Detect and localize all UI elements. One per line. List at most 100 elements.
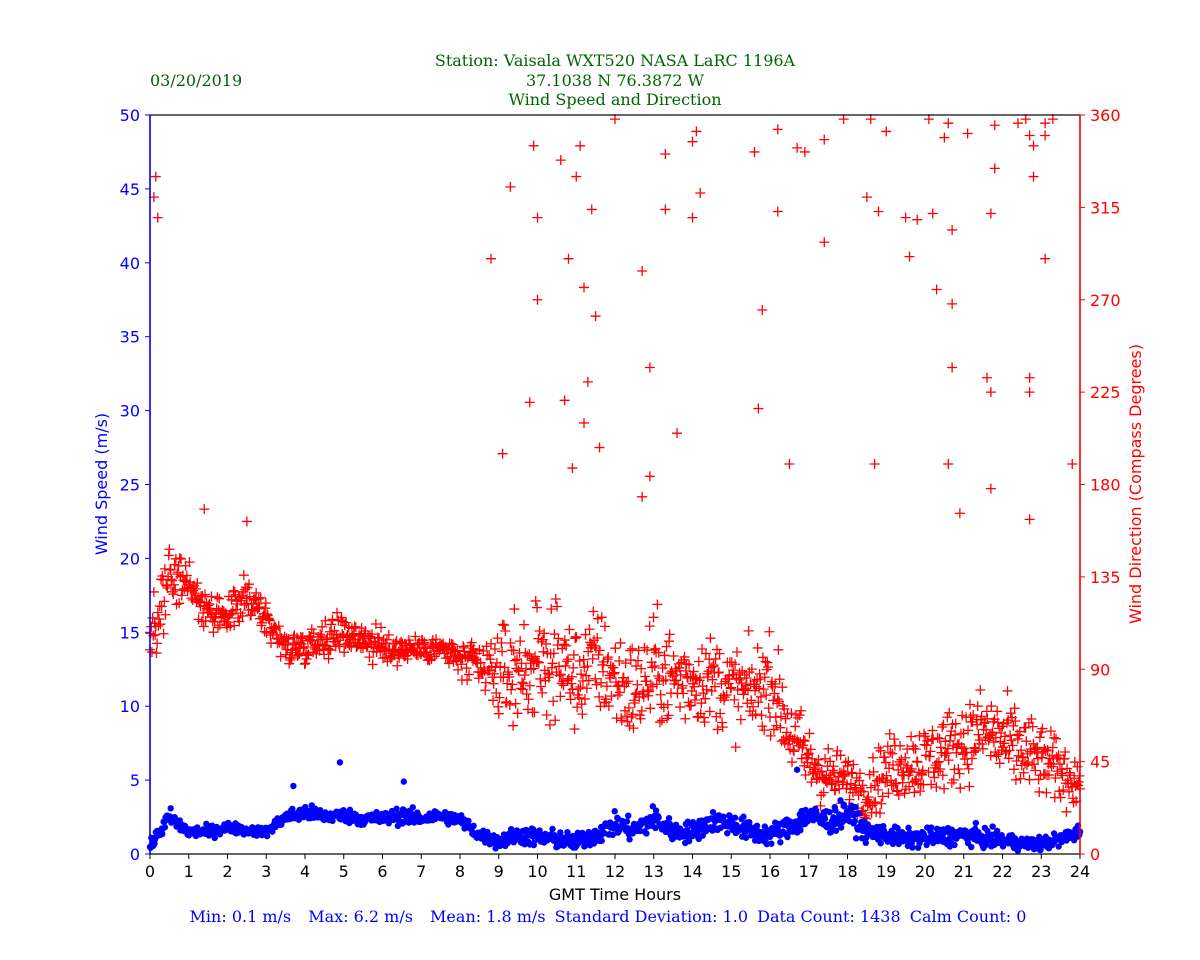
direction-point (508, 720, 519, 731)
direction-point (559, 635, 570, 646)
direction-point (731, 646, 742, 657)
direction-point (350, 622, 361, 633)
direction-point (528, 140, 539, 151)
direction-point (784, 458, 795, 469)
direction-point (410, 631, 421, 642)
direction-point (547, 658, 558, 669)
direction-point (652, 599, 663, 610)
direction-point (255, 592, 266, 603)
direction-point (674, 662, 685, 673)
x-tick-label: 14 (682, 862, 702, 881)
direction-point (392, 660, 403, 671)
direction-point (164, 544, 175, 555)
x-tick-label: 12 (605, 862, 625, 881)
direction-point (499, 620, 510, 631)
direction-point (701, 684, 712, 695)
speed-point (329, 817, 336, 825)
speed-point (393, 805, 400, 812)
direction-point (753, 683, 764, 694)
speed-point (643, 830, 650, 837)
right-tick-label: 90 (1090, 660, 1110, 679)
direction-point (260, 598, 271, 609)
direction-point (1008, 720, 1019, 731)
direction-point (200, 589, 211, 600)
direction-point (664, 629, 675, 640)
direction-point (818, 787, 829, 798)
direction-point (462, 675, 473, 686)
speed-point (470, 822, 477, 830)
direction-point (977, 743, 988, 754)
direction-point (603, 701, 614, 712)
direction-point (695, 188, 706, 199)
speed-point (685, 837, 693, 845)
direction-point (628, 723, 639, 734)
direction-point (894, 756, 905, 767)
direction-point (493, 708, 504, 719)
direction-point (524, 649, 535, 660)
direction-point (1040, 745, 1051, 756)
speed-point (972, 819, 980, 827)
direction-point (548, 696, 559, 707)
direction-point (610, 643, 621, 654)
direction-point (937, 770, 948, 781)
speed-point (793, 766, 801, 773)
direction-point (177, 585, 188, 596)
direction-point (880, 757, 891, 768)
direction-point (632, 655, 643, 666)
direction-point (452, 645, 463, 656)
direction-point (695, 672, 706, 683)
direction-point (911, 774, 922, 785)
speed-point (862, 839, 869, 847)
direction-point (546, 603, 557, 614)
direction-point (913, 778, 924, 789)
direction-point (1007, 740, 1018, 751)
speed-point (982, 841, 990, 848)
direction-point (598, 666, 609, 677)
direction-point (750, 709, 761, 720)
direction-point (872, 775, 883, 786)
direction-point (905, 765, 916, 776)
direction-point (206, 591, 217, 602)
direction-point (947, 298, 958, 309)
x-tick-label: 1 (184, 862, 194, 881)
direction-point (884, 728, 895, 739)
direction-point (1047, 742, 1058, 753)
direction-point (934, 733, 945, 744)
direction-point (906, 763, 917, 774)
direction-point (1069, 757, 1080, 768)
direction-point (1040, 253, 1051, 264)
direction-point (158, 628, 169, 639)
direction-point (537, 687, 548, 698)
direction-point (758, 684, 769, 695)
direction-point (1046, 761, 1057, 772)
direction-point (764, 626, 775, 637)
direction-point (241, 516, 252, 527)
direction-point (526, 664, 537, 675)
direction-point (814, 767, 825, 778)
direction-point (1051, 733, 1062, 744)
direction-point (976, 711, 987, 722)
direction-point (569, 724, 580, 735)
speed-point (768, 840, 775, 847)
left-tick-label: 40 (120, 254, 140, 273)
left-axis-label: Wind Speed (m/s) (92, 413, 111, 555)
direction-point (1027, 721, 1038, 732)
direction-point (1002, 685, 1013, 696)
direction-point (777, 682, 788, 693)
direction-point (576, 669, 587, 680)
direction-point (160, 609, 171, 620)
direction-point (1020, 114, 1031, 125)
direction-point (1054, 759, 1065, 770)
direction-point (806, 777, 817, 788)
x-tick-label: 0 (145, 862, 155, 881)
direction-point (931, 284, 942, 295)
direction-point (1049, 732, 1060, 743)
left-axis-ticks: 0 5 10 15 20 25 30 35 40 45 50 (120, 106, 150, 864)
direction-point (553, 633, 564, 644)
direction-point (950, 729, 961, 740)
direction-point (925, 746, 936, 757)
direction-point (938, 719, 949, 730)
direction-point (575, 140, 586, 151)
direction-point (575, 682, 586, 693)
direction-point (705, 633, 716, 644)
